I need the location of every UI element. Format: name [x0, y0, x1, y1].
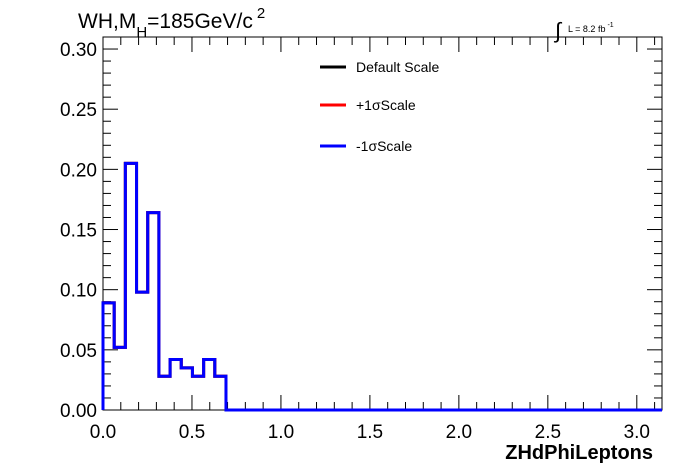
y-tick-label: 0.05	[60, 341, 97, 362]
legend-label-default: Default Scale	[356, 59, 439, 75]
series-line-2	[101, 161, 662, 412]
title-subscript: H	[136, 24, 147, 41]
lumi-integral-symbol: ∫	[553, 18, 563, 43]
x-axis-label: ZHdPhiLeptons	[505, 442, 653, 464]
title-rest: =185GeV/c	[147, 10, 253, 33]
y-tick-label: 0.00	[60, 401, 97, 422]
plot-frame	[102, 36, 663, 411]
x-tick-label: 1.0	[268, 422, 294, 443]
y-tick-label: 0.15	[60, 221, 97, 242]
x-tick-label: 1.5	[357, 422, 383, 443]
y-tick-label: 0.10	[60, 281, 97, 302]
legend-label-minus1sigma: -1σScale	[356, 138, 412, 154]
x-tick-label: 3.0	[624, 422, 650, 443]
y-tick-label: 0.20	[60, 160, 97, 181]
y-tick-label: 0.25	[60, 100, 97, 121]
lumi-superscript: -1	[607, 22, 613, 29]
lumi-text: L = 8.2 fb	[568, 24, 605, 34]
title-superscript: 2	[257, 5, 265, 22]
title-main: WH,M	[78, 10, 136, 33]
chart-title: WH,MH=185GeV/c 2	[78, 5, 265, 41]
x-tick-label: 0.0	[90, 422, 116, 443]
series-line-0	[101, 161, 662, 412]
series-layer	[101, 161, 662, 412]
y-tick-label: 0.30	[60, 40, 97, 61]
x-tick-label: 2.5	[535, 422, 561, 443]
legend: Default Scale +1σScale -1σScale	[320, 59, 439, 154]
legend-label-plus1sigma: +1σScale	[356, 97, 416, 113]
x-tick-label: 2.0	[446, 422, 472, 443]
series-line-1	[101, 161, 662, 412]
lumi-label: L = 8.2 fb -1	[568, 22, 614, 34]
x-tick-label: 0.5	[179, 422, 205, 443]
